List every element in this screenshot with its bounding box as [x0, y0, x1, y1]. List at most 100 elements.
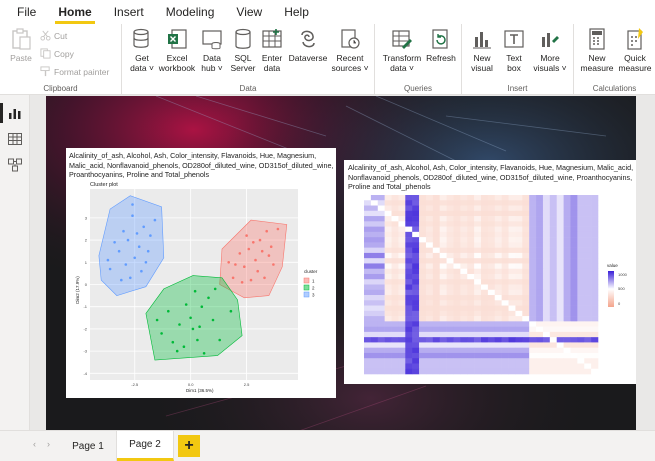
heatmap-cell — [522, 326, 530, 333]
heatmap-legend-bar — [608, 271, 614, 307]
text-box-button[interactable]: Text box — [500, 27, 528, 73]
heatmap-cell — [570, 295, 578, 301]
heatmap-cell — [508, 252, 516, 259]
heatmap-cell — [549, 284, 557, 291]
heatmap-cell — [529, 226, 537, 233]
heatmap-cell — [446, 284, 454, 291]
heatmap-cell — [398, 268, 406, 275]
heatmap-cell — [370, 358, 379, 364]
refresh-button[interactable]: Refresh — [425, 27, 457, 63]
heatmap-cell — [515, 195, 523, 201]
cluster-plot-visual[interactable]: Alcalinity_of_ash, Alcohol, Ash, Color_i… — [66, 148, 336, 398]
heatmap-cell — [391, 300, 399, 306]
heatmap-cell — [398, 321, 406, 327]
heatmap-cell — [460, 342, 468, 348]
recent-sources-button[interactable]: Recent sources ˅ — [330, 27, 370, 73]
heatmap-cell — [494, 321, 502, 327]
heatmap-cell — [474, 200, 482, 206]
heatmap-cell — [494, 205, 502, 212]
heatmap-cell — [515, 237, 523, 243]
heatmap-cell — [419, 268, 427, 275]
sql-server-button[interactable]: SQL Server — [228, 27, 258, 73]
heatmap-cell — [563, 284, 571, 291]
heatmap-cell — [556, 216, 564, 222]
heatmap-cell — [405, 305, 413, 312]
heatmap-cell — [364, 237, 372, 243]
excel-icon — [168, 29, 187, 49]
menu-tab-insert[interactable]: Insert — [113, 5, 144, 19]
heatmap-cell — [508, 363, 516, 370]
heatmap-cell — [467, 273, 475, 280]
new-visual-button[interactable]: New visual — [466, 27, 498, 73]
menu-tab-file[interactable]: File — [17, 5, 37, 19]
heatmap-cell — [419, 263, 427, 269]
heatmap-cell — [364, 258, 372, 264]
heatmap-cell — [453, 237, 461, 243]
cluster-legend-label-1: 1 — [312, 278, 315, 283]
heatmap-cell — [556, 316, 564, 322]
heatmap-cell — [591, 342, 599, 348]
menu-tab-home[interactable]: Home — [47, 5, 102, 24]
dataverse-label-1: Dataverse — [288, 53, 328, 63]
dataverse-button[interactable]: Dataverse — [286, 27, 330, 63]
menu-tab-help[interactable]: Help — [284, 5, 309, 19]
heatmap-cell — [542, 300, 551, 306]
new-measure-button[interactable]: New measure — [578, 27, 616, 73]
heatmap-cell — [453, 263, 461, 269]
heatmap-cell — [391, 247, 399, 254]
report-view-icon[interactable] — [7, 105, 23, 121]
heatmap-cell — [432, 321, 440, 327]
heatmap-cell — [474, 310, 482, 317]
get-data-button[interactable]: Get data ˅ — [124, 27, 160, 73]
page-tab-1[interactable]: Page 1 — [60, 431, 117, 461]
excel-workbook-button[interactable]: Excel workbook — [156, 27, 198, 73]
menu-tab-view[interactable]: View — [236, 5, 263, 19]
heatmap-cell — [412, 242, 420, 248]
heatmap-cell — [432, 289, 440, 296]
menu-tab-modeling[interactable]: Modeling — [165, 5, 215, 19]
heatmap-cell — [563, 321, 571, 327]
heatmap-cell — [536, 205, 544, 212]
table-view-icon[interactable] — [7, 131, 23, 147]
heatmap-cell — [515, 221, 523, 227]
quick-measure-button[interactable]: Quick measure — [616, 27, 654, 73]
page-tab-2[interactable]: Page 2 — [117, 431, 174, 461]
cluster-legend-title: cluster — [304, 269, 318, 274]
transform-data-button[interactable]: Transform data ˅ — [381, 27, 423, 73]
model-view-icon[interactable] — [7, 157, 23, 173]
format-painter-button[interactable]: Format painter — [40, 66, 109, 77]
heatmap-cell — [432, 237, 440, 243]
heatmap-cell — [529, 205, 537, 212]
cut-button[interactable]: Cut — [40, 30, 67, 41]
data-hub-button[interactable]: Data hub ˅ — [198, 27, 226, 73]
cluster-hull-3 — [98, 195, 165, 296]
next-page-arrow-icon[interactable]: › — [47, 439, 50, 449]
heatmap-cell — [384, 342, 392, 348]
heatmap-cell — [384, 337, 392, 343]
more-visuals-button[interactable]: More visuals ˅ — [530, 27, 570, 73]
heatmap-cell — [556, 337, 564, 343]
heatmap-cell — [391, 279, 399, 285]
heatmap-cell — [425, 295, 434, 301]
heatmap-cell — [549, 342, 557, 348]
heatmap-visual[interactable]: Alcalinity_of_ash, Alcohol, Ash, Color_i… — [344, 160, 636, 384]
heatmap-cell — [591, 216, 599, 222]
heatmap-cell — [364, 200, 372, 206]
prev-page-arrow-icon[interactable]: ‹ — [33, 439, 36, 449]
paste-button[interactable]: Paste — [6, 27, 36, 63]
heatmap-cell — [591, 347, 599, 354]
heatmap-cell — [570, 279, 578, 285]
enter-data-button[interactable]: Enter data — [258, 27, 286, 73]
copy-button[interactable]: Copy — [40, 48, 74, 59]
heatmap-cell — [474, 221, 482, 227]
heatmap-cell — [487, 247, 496, 254]
heatmap-cell — [405, 210, 413, 217]
heatmap-cell — [474, 368, 482, 375]
add-page-button[interactable]: + — [178, 435, 200, 457]
cluster-1-point-9 — [263, 276, 266, 280]
heatmap-cell — [501, 258, 509, 264]
heatmap-cell — [439, 326, 447, 333]
heatmap-cell — [453, 316, 461, 322]
heatmap-cell — [370, 226, 379, 233]
heatmap-cell — [515, 331, 523, 338]
